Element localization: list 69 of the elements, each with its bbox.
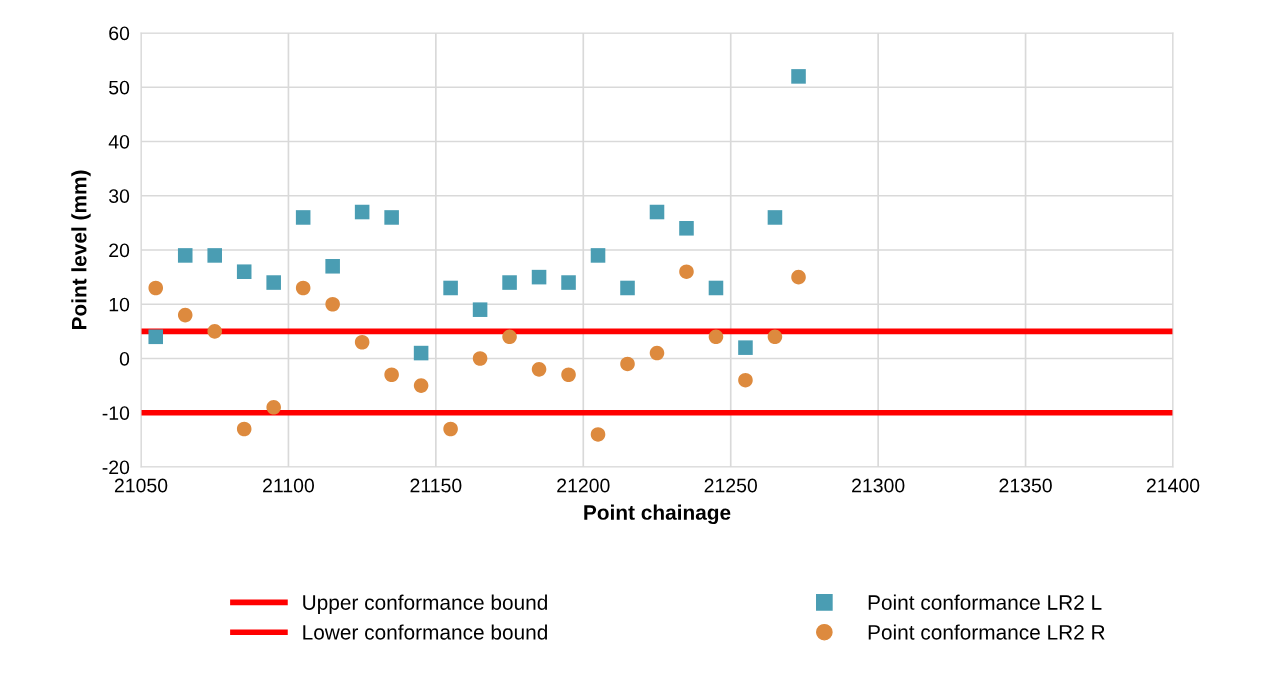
legend-label: Point conformance LR2 R (868, 624, 1105, 640)
point (649, 204, 665, 220)
y-tick-label: 10 (109, 297, 130, 312)
point (354, 334, 370, 350)
y-tick-label: -20 (102, 460, 130, 475)
x-tick-label: 21350 (999, 478, 1052, 493)
legend-label: Lower conformance bound (303, 624, 547, 640)
point (791, 269, 806, 285)
point (472, 302, 488, 317)
point (738, 372, 753, 388)
point (738, 340, 753, 355)
point (325, 296, 340, 312)
x-tick-label: 21150 (410, 478, 462, 493)
point (590, 427, 606, 442)
point (708, 329, 724, 345)
point (266, 275, 281, 290)
x-axis-title: Point chainage (584, 504, 731, 525)
point (561, 367, 576, 383)
point (531, 362, 547, 377)
y-tick-label: 0 (119, 351, 130, 366)
y-tick-label: 20 (109, 243, 130, 258)
point (443, 280, 458, 296)
point (354, 204, 370, 220)
y-axis-title: Point level (mm) (71, 170, 91, 330)
point (708, 280, 724, 296)
point (295, 280, 311, 296)
x-tick-label: 21100 (263, 478, 314, 493)
point (531, 269, 547, 285)
point (236, 421, 252, 437)
legend-label: Point conformance LR2 L (868, 594, 1102, 610)
legend-label: Upper conformance bound (303, 594, 547, 614)
point (236, 264, 252, 279)
x-tick-label: 21400 (1146, 478, 1200, 493)
point (325, 258, 340, 274)
point (413, 345, 429, 361)
point (679, 221, 694, 236)
point (502, 275, 517, 290)
y-tick-label: 60 (109, 26, 130, 41)
point (620, 356, 635, 372)
point (791, 69, 806, 84)
point (413, 378, 429, 393)
y-tick-label: 50 (109, 80, 130, 95)
x-tick-label: 21250 (704, 478, 757, 493)
point (266, 400, 281, 415)
point (384, 210, 399, 225)
point (148, 280, 164, 296)
point (590, 248, 606, 263)
point (620, 280, 635, 296)
y-tick-label: -10 (102, 406, 130, 420)
point (207, 248, 222, 263)
x-tick-label: 21200 (557, 478, 610, 493)
x-tick-label: 21050 (114, 478, 168, 493)
point (177, 307, 193, 323)
point (767, 329, 783, 345)
x-tick-label: 21300 (852, 478, 905, 493)
point (177, 248, 193, 263)
point (207, 324, 222, 339)
point (295, 210, 311, 225)
point (384, 367, 399, 383)
point (502, 329, 517, 345)
point (472, 351, 488, 366)
point (649, 345, 665, 361)
point (148, 329, 164, 345)
point (767, 210, 783, 225)
point (561, 275, 576, 290)
y-tick-label: 40 (108, 134, 130, 149)
point (443, 421, 458, 437)
y-tick-label: 30 (109, 189, 130, 203)
point (679, 264, 694, 279)
